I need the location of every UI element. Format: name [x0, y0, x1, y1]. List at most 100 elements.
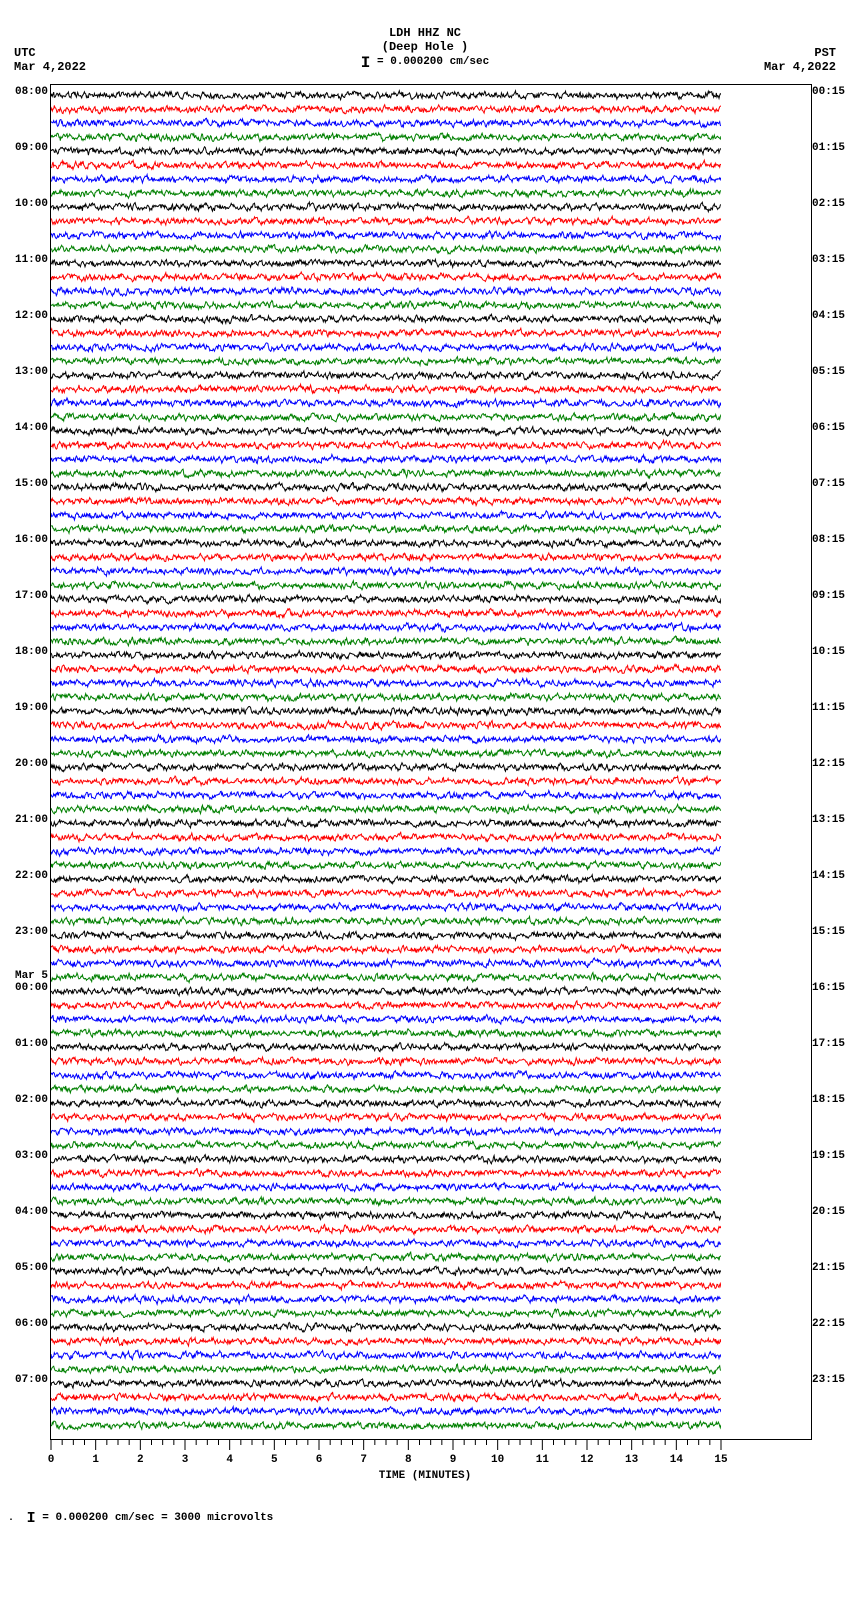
trace-line: [51, 1029, 721, 1038]
x-tick-label: 2: [137, 1454, 144, 1466]
trace-line: [51, 371, 721, 380]
right-hour-label: 17:15: [812, 1038, 845, 1050]
trace-line: [51, 259, 721, 267]
trace-line: [51, 118, 721, 127]
left-hour-label: 00:00: [15, 982, 48, 994]
right-hour-label: 06:15: [812, 422, 845, 434]
trace-line: [51, 875, 721, 884]
x-tick-label: 0: [48, 1454, 55, 1466]
trace-line: [51, 1379, 721, 1388]
trace-line: [51, 272, 721, 282]
x-tick-label: 15: [714, 1454, 727, 1466]
right-hour-label: 21:15: [812, 1262, 845, 1274]
trace-line: [51, 1140, 721, 1150]
header-left: UTC Mar 4,2022: [14, 46, 86, 74]
trace-line: [51, 1197, 721, 1206]
trace-line: [51, 1280, 721, 1290]
trace-line: [51, 189, 721, 198]
x-tick-label: 8: [405, 1454, 412, 1466]
trace-line: [51, 944, 721, 954]
trace-line: [51, 525, 721, 534]
left-time-labels: 08:0009:0010:0011:0012:0013:0014:0015:00…: [8, 84, 48, 1438]
right-hour-label: 16:15: [812, 982, 845, 994]
left-hour-label: 04:00: [15, 1206, 48, 1218]
x-axis-ticks: [50, 1440, 722, 1454]
left-hour-label: 02:00: [15, 1094, 48, 1106]
trace-line: [51, 301, 721, 311]
tz-left: UTC: [14, 46, 86, 60]
trace-line: [51, 1098, 721, 1108]
right-hour-label: 09:15: [812, 590, 845, 602]
trace-line: [51, 931, 721, 941]
trace-line: [51, 790, 721, 800]
trace-line: [51, 987, 721, 996]
x-tick-label: 11: [536, 1454, 549, 1466]
trace-line: [51, 1154, 721, 1164]
trace-line: [51, 1001, 721, 1010]
trace-line: [51, 91, 721, 100]
trace-line: [51, 216, 721, 226]
trace-line: [51, 623, 721, 633]
footer-bar-icon2: I: [27, 1510, 36, 1527]
trace-line: [51, 1127, 721, 1136]
right-hour-label: 01:15: [812, 142, 845, 154]
right-hour-label: 10:15: [812, 646, 845, 658]
trace-line: [51, 776, 721, 785]
trace-line: [51, 469, 721, 478]
trace-line: [51, 749, 721, 758]
trace-line: [51, 804, 721, 814]
trace-line: [51, 455, 721, 464]
trace-line: [51, 427, 721, 437]
trace-line: [51, 413, 721, 422]
trace-line: [51, 1183, 721, 1192]
trace-line: [51, 497, 721, 506]
trace-line: [51, 1421, 721, 1430]
seismogram-plot: [50, 84, 812, 1440]
left-hour-label: 22:00: [15, 870, 48, 882]
right-hour-label: 00:15: [812, 86, 845, 98]
left-hour-label: 17:00: [15, 590, 48, 602]
header: UTC Mar 4,2022 LDH HHZ NC (Deep Hole ) P…: [0, 0, 850, 80]
date-break-label: Mar 5: [15, 970, 48, 982]
trace-line: [51, 1309, 721, 1318]
left-hour-label: 21:00: [15, 814, 48, 826]
left-hour-label: 09:00: [15, 142, 48, 154]
right-hour-label: 13:15: [812, 814, 845, 826]
x-tick-label: 7: [360, 1454, 367, 1466]
trace-line: [51, 147, 721, 156]
footer-text: = 0.000200 cm/sec = 3000 microvolts: [42, 1512, 273, 1524]
x-tick-label: 3: [182, 1454, 189, 1466]
right-hour-label: 19:15: [812, 1150, 845, 1162]
trace-line: [51, 343, 721, 352]
x-axis: 0123456789101112131415: [50, 1440, 722, 1470]
x-tick-label: 13: [625, 1454, 638, 1466]
trace-line: [51, 763, 721, 772]
trace-line: [51, 1337, 721, 1346]
x-tick-label: 6: [316, 1454, 323, 1466]
x-tick-label: 5: [271, 1454, 278, 1466]
trace-line: [51, 889, 721, 899]
right-hour-label: 08:15: [812, 534, 845, 546]
right-hour-label: 20:15: [812, 1206, 845, 1218]
trace-line: [51, 1350, 721, 1359]
trace-line: [51, 482, 721, 491]
left-hour-label: 06:00: [15, 1318, 48, 1330]
header-right: PST Mar 4,2022: [764, 46, 836, 74]
trace-line: [51, 1266, 721, 1276]
x-axis-label: TIME (MINUTES): [0, 1470, 850, 1482]
trace-line: [51, 553, 721, 562]
trace-line: [51, 1252, 721, 1262]
station-line2: (Deep Hole ): [0, 40, 850, 54]
trace-line: [51, 384, 721, 393]
trace-line: [51, 1043, 721, 1052]
trace-line: [51, 357, 721, 366]
trace-line: [51, 287, 721, 296]
x-tick-label: 9: [450, 1454, 457, 1466]
left-hour-label: 16:00: [15, 534, 48, 546]
trace-line: [51, 133, 721, 142]
trace-line: [51, 231, 721, 240]
right-hour-label: 04:15: [812, 310, 845, 322]
left-hour-label: 18:00: [15, 646, 48, 658]
left-hour-label: 01:00: [15, 1038, 48, 1050]
left-hour-label: 13:00: [15, 366, 48, 378]
